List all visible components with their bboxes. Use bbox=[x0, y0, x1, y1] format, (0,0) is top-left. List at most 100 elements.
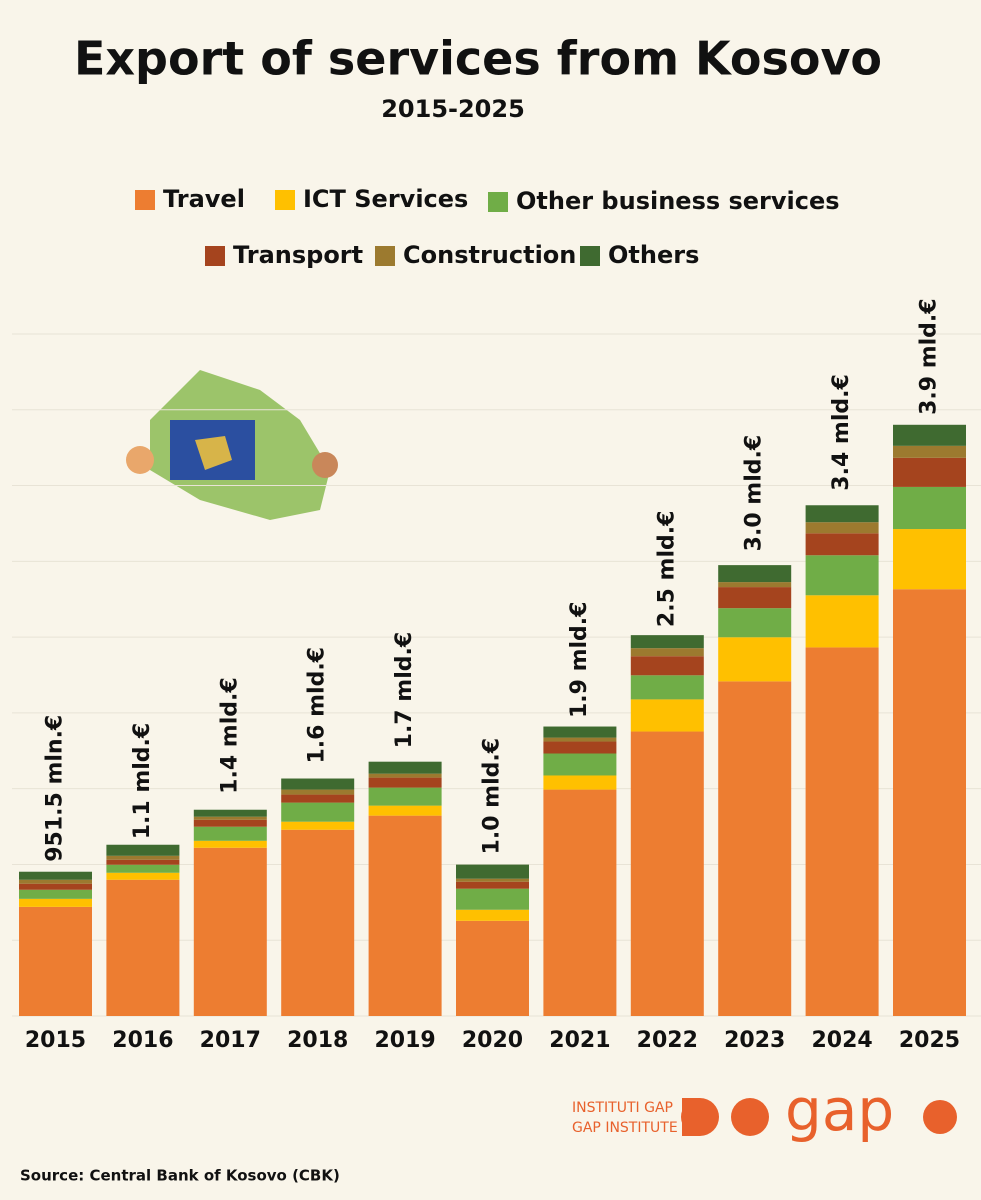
total-label: 3.9 mld.€ bbox=[917, 298, 942, 415]
logo-line: INSTITUTI GAP bbox=[572, 1100, 673, 1116]
logo-shape bbox=[731, 1098, 769, 1136]
bar-segment bbox=[281, 778, 355, 790]
illustration bbox=[126, 370, 338, 520]
total-label: 2.5 mld.€ bbox=[654, 511, 679, 628]
chart-title: Export of services from Kosovo bbox=[74, 32, 882, 86]
bar-segment bbox=[630, 675, 704, 700]
x-tick-label: 2025 bbox=[899, 1028, 960, 1053]
person bbox=[126, 446, 154, 474]
bar-segment bbox=[193, 809, 267, 817]
bar-segment bbox=[193, 840, 267, 848]
bar-segment bbox=[456, 864, 529, 879]
total-label: 3.0 mld.€ bbox=[742, 435, 767, 552]
bar-segment bbox=[281, 821, 355, 830]
logo-text: gap bbox=[785, 1076, 894, 1144]
total-label: 1.9 mld.€ bbox=[567, 602, 592, 719]
legend-label: ICT Services bbox=[303, 185, 468, 213]
x-tick-label: 2024 bbox=[811, 1028, 872, 1053]
bar-segment bbox=[718, 582, 792, 588]
bar-segment bbox=[630, 656, 704, 676]
x-tick-label: 2020 bbox=[462, 1028, 523, 1053]
bar-segment bbox=[368, 777, 442, 788]
bar-segment bbox=[718, 565, 792, 583]
bar-segment bbox=[543, 789, 617, 1016]
bar-segment bbox=[456, 888, 529, 910]
total-label: 1.7 mld.€ bbox=[392, 632, 417, 749]
bar-segment bbox=[718, 587, 792, 609]
logo-line: GAP INSTITUTE bbox=[572, 1120, 678, 1136]
bar-segment bbox=[193, 847, 267, 1016]
person bbox=[312, 452, 338, 478]
bar-segment bbox=[893, 486, 966, 530]
bar-segment bbox=[805, 595, 879, 648]
legend-label: Travel bbox=[163, 185, 245, 213]
bar-segment bbox=[543, 741, 617, 754]
chart-subtitle: 2015-2025 bbox=[381, 95, 525, 123]
legend-swatch bbox=[375, 246, 395, 266]
legend-swatch bbox=[205, 246, 225, 266]
bar-segment bbox=[368, 815, 442, 1016]
x-tick-label: 2019 bbox=[374, 1028, 435, 1053]
bar-segment bbox=[106, 844, 180, 856]
source: Source: Central Bank of Kosovo (CBK) bbox=[20, 1167, 340, 1185]
legend-label: Others bbox=[608, 241, 699, 269]
x-tick-label: 2017 bbox=[200, 1028, 261, 1053]
logo-shape bbox=[681, 1098, 719, 1136]
bar-segment bbox=[718, 681, 792, 1016]
bar-segment bbox=[19, 906, 92, 1016]
x-tick-label: 2016 bbox=[112, 1028, 173, 1053]
bar-segment bbox=[630, 699, 704, 732]
logo-shape bbox=[923, 1100, 957, 1134]
x-tick-label: 2018 bbox=[287, 1028, 348, 1053]
total-label: 1.6 mld.€ bbox=[305, 647, 330, 764]
bar-segment bbox=[281, 829, 355, 1016]
bar-segment bbox=[805, 522, 879, 534]
bar-segment bbox=[543, 737, 617, 742]
bar-segment bbox=[456, 920, 529, 1016]
bar-segment bbox=[19, 898, 92, 907]
x-tick-label: 2015 bbox=[25, 1028, 86, 1053]
bar-segment bbox=[19, 871, 92, 880]
bar-segment bbox=[543, 753, 617, 776]
total-label: 1.1 mld.€ bbox=[130, 723, 155, 840]
bar-segment bbox=[19, 889, 92, 899]
logo: INSTITUTI GAP GAP INSTITUTE gap bbox=[572, 1076, 957, 1144]
bar-segment bbox=[193, 816, 267, 820]
bar-segment bbox=[893, 445, 966, 458]
bar-segment bbox=[630, 731, 704, 1016]
bar-segment bbox=[19, 883, 92, 890]
bar-segment bbox=[456, 878, 529, 882]
bar-segment bbox=[368, 761, 442, 774]
bar-segment bbox=[368, 773, 442, 778]
bar-segment bbox=[456, 909, 529, 921]
bar-segment bbox=[893, 589, 966, 1016]
bar-segment bbox=[893, 457, 966, 487]
bar-segment bbox=[456, 881, 529, 889]
bar-segment bbox=[281, 794, 355, 803]
bar-segment bbox=[893, 424, 966, 446]
bar-segment bbox=[281, 802, 355, 822]
total-label: 1.4 mld.€ bbox=[217, 677, 242, 794]
bar-segment bbox=[630, 635, 704, 649]
bar-segment bbox=[281, 789, 355, 795]
bar-segment bbox=[368, 805, 442, 816]
legend-swatch bbox=[275, 190, 295, 210]
bar-segment bbox=[543, 775, 617, 790]
bar-segment bbox=[805, 505, 879, 523]
bar-segment bbox=[193, 819, 267, 827]
bar-segment bbox=[805, 555, 879, 596]
bar-segment bbox=[805, 647, 879, 1016]
x-tick-label: 2023 bbox=[724, 1028, 785, 1053]
bar-segment bbox=[106, 859, 180, 865]
legend-label: Other business services bbox=[516, 187, 840, 215]
bar-segment bbox=[106, 872, 180, 880]
bar-segment bbox=[19, 879, 92, 884]
legend-swatch bbox=[488, 192, 508, 212]
flag-map bbox=[195, 436, 232, 470]
total-label: 951.5 mln.€ bbox=[43, 715, 68, 862]
x-tick-label: 2022 bbox=[637, 1028, 698, 1053]
total-label: 3.4 mld.€ bbox=[829, 374, 854, 491]
bar-segment bbox=[106, 864, 180, 873]
total-label: 1.0 mld.€ bbox=[480, 738, 505, 855]
